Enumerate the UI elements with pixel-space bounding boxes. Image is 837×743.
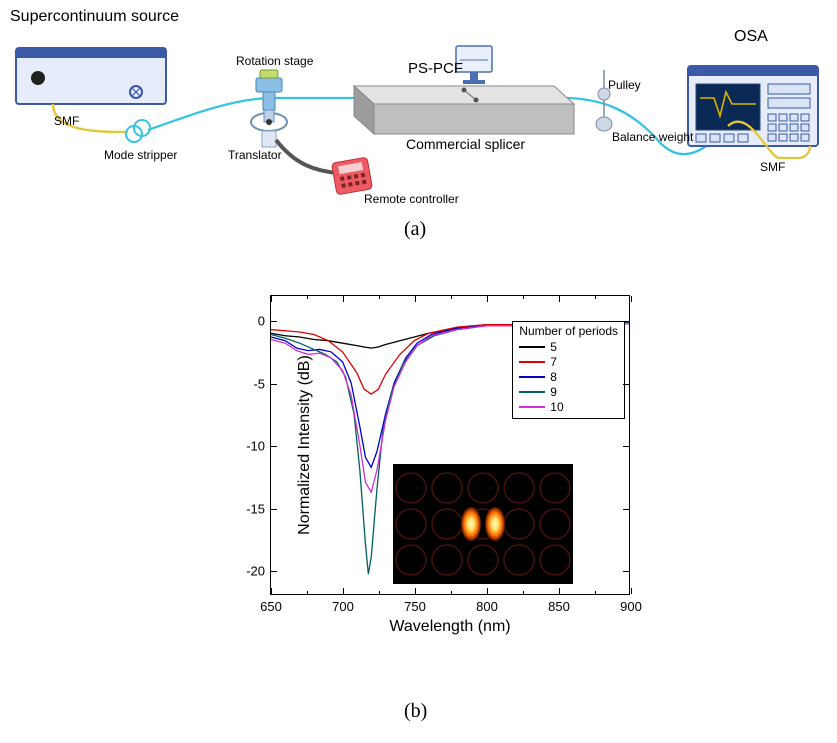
- xtick-label: 650: [260, 599, 282, 614]
- label-source: Supercontinuum source: [10, 8, 179, 26]
- caption-a: (a): [404, 218, 426, 241]
- spectrum-chart: Number of periods 578910 650700750800850…: [200, 280, 660, 660]
- y-axis-label: Normalized Intensity (dB): [296, 355, 314, 535]
- ytick-label: -15: [235, 501, 265, 516]
- legend-item: 9: [519, 384, 618, 399]
- label-smf-left: SMF: [54, 114, 79, 128]
- xtick-label: 800: [476, 599, 498, 614]
- legend-item: 7: [519, 354, 618, 369]
- ytick-label: -20: [235, 564, 265, 579]
- legend: Number of periods 578910: [512, 321, 625, 419]
- caption-b: (b): [404, 700, 427, 723]
- ytick-label: -5: [235, 376, 265, 391]
- schematic-svg: [8, 8, 828, 208]
- label-osa: OSA: [734, 28, 768, 46]
- label-splicer: Commercial splicer: [406, 136, 525, 152]
- legend-swatch: [519, 376, 545, 378]
- splicer-icon: [354, 86, 574, 134]
- label-pulley: Pulley: [608, 78, 641, 92]
- supercontinuum-source: [16, 48, 166, 104]
- remote-cable: [276, 140, 336, 173]
- x-axis-label: Wavelength (nm): [389, 618, 510, 636]
- label-balance: Balance weight: [612, 130, 693, 144]
- rotation-stage-icon: [251, 70, 287, 147]
- ytick-label: -10: [235, 439, 265, 454]
- label-mode-stripper: Mode stripper: [104, 148, 177, 162]
- panel-b-chart-container: Number of periods 578910 650700750800850…: [200, 280, 660, 680]
- ytick-label: 0: [235, 314, 265, 329]
- legend-label: 8: [550, 370, 557, 384]
- remote-controller-icon: [331, 157, 372, 195]
- panel-a-schematic: Supercontinuum source SMF Mode stripper …: [8, 8, 828, 208]
- mode-stripper-icon: [126, 120, 150, 142]
- legend-label: 7: [550, 355, 557, 369]
- legend-title: Number of periods: [519, 324, 618, 338]
- xtick-label: 900: [620, 599, 642, 614]
- xtick-label: 750: [404, 599, 426, 614]
- osa-icon: [688, 66, 818, 146]
- plot-area: Number of periods 578910 650700750800850…: [270, 295, 630, 595]
- legend-swatch: [519, 391, 545, 393]
- xtick-label: 850: [548, 599, 570, 614]
- label-smf-right: SMF: [760, 160, 785, 174]
- legend-swatch: [519, 361, 545, 363]
- inset-svg: [393, 464, 573, 584]
- xtick-label: 700: [332, 599, 354, 614]
- legend-swatch: [519, 346, 545, 348]
- legend-item: 5: [519, 339, 618, 354]
- legend-label: 10: [550, 400, 563, 414]
- label-translator: Translator: [228, 148, 282, 162]
- legend-label: 9: [550, 385, 557, 399]
- legend-item: 8: [519, 369, 618, 384]
- legend-swatch: [519, 406, 545, 408]
- label-rotation-stage: Rotation stage: [236, 54, 313, 68]
- mode-inset: [393, 464, 573, 584]
- legend-item: 10: [519, 399, 618, 414]
- label-ps-pcf: PS-PCF: [408, 60, 463, 77]
- label-remote: Remote controller: [364, 192, 459, 206]
- legend-label: 5: [550, 340, 557, 354]
